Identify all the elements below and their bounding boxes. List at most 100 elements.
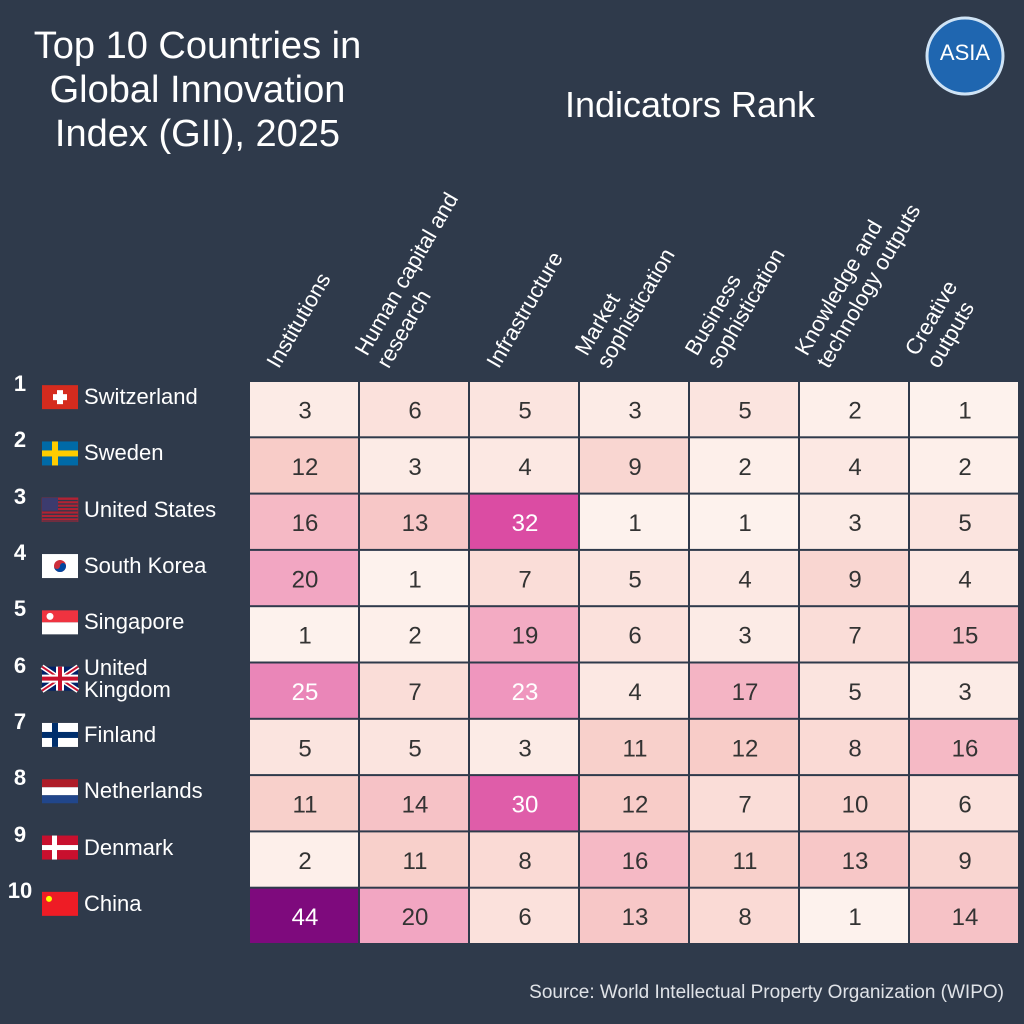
flag xyxy=(42,622,78,635)
cell-label: 3 xyxy=(628,397,641,424)
logo-badge xyxy=(925,16,1005,96)
chart-title: Top 10 Countries in Global Innovation In… xyxy=(33,25,362,155)
heat-cell xyxy=(250,776,358,831)
cell-label: 6 xyxy=(628,623,641,650)
cell-label: 20 xyxy=(292,566,319,593)
heat-cell xyxy=(690,382,798,437)
heat-cell xyxy=(360,382,468,437)
heat-cell xyxy=(470,663,578,718)
cell-label: 9 xyxy=(958,848,971,875)
heat-cell xyxy=(910,832,1018,887)
heat-cell xyxy=(580,494,688,549)
flag-icon xyxy=(42,385,78,410)
flag-icon xyxy=(42,722,78,747)
logo-text: ASIA xyxy=(940,40,990,65)
heat-cell xyxy=(470,888,578,943)
cell-label: 16 xyxy=(622,848,649,875)
cell-label: 3 xyxy=(298,397,311,424)
rank-label: 2 xyxy=(13,427,27,453)
heat-cell xyxy=(800,663,908,718)
heat-cell xyxy=(250,494,358,549)
flag xyxy=(42,518,78,521)
heat-cell xyxy=(470,382,578,437)
heat-cell xyxy=(250,832,358,887)
heat-cell xyxy=(360,719,468,775)
flag xyxy=(42,779,78,788)
row-label: Netherlands xyxy=(84,778,203,804)
heat-cell xyxy=(360,832,468,887)
flag xyxy=(42,845,78,851)
flag xyxy=(42,891,78,916)
cell-label: 11 xyxy=(403,848,428,875)
heat-cell xyxy=(690,719,798,775)
flag xyxy=(46,612,54,620)
rank-label: 5 xyxy=(13,596,27,622)
cell-label: 23 xyxy=(512,679,539,706)
cell-label: 32 xyxy=(512,510,539,537)
cell-label: 16 xyxy=(952,735,979,762)
heat-cell xyxy=(580,776,688,831)
cell-label: 1 xyxy=(408,566,421,593)
heat-cell xyxy=(800,776,908,831)
cell-label: 2 xyxy=(958,454,971,481)
heat-cell xyxy=(250,607,358,662)
cell-label: 10 xyxy=(842,792,869,819)
heat-cell xyxy=(910,438,1018,493)
row-label: South Korea xyxy=(84,553,207,579)
cell-label: 5 xyxy=(518,397,531,424)
flag xyxy=(53,394,67,401)
flag xyxy=(42,666,78,691)
rank-label: 6 xyxy=(13,652,27,678)
row-label: Finland xyxy=(84,721,157,747)
flag xyxy=(42,514,78,518)
flag xyxy=(54,563,66,573)
heat-cell xyxy=(910,888,1018,943)
flag xyxy=(46,895,52,902)
heat-cell xyxy=(690,494,798,549)
heat-cell xyxy=(800,888,908,943)
cell-label: 1 xyxy=(628,510,641,537)
row-label: Denmark xyxy=(84,834,174,860)
rank-label: 4 xyxy=(13,540,27,566)
flag xyxy=(42,511,78,514)
heat-cell xyxy=(250,663,358,718)
cell-label: 3 xyxy=(518,735,531,762)
heat-cell xyxy=(800,382,908,437)
cell-label: 19 xyxy=(512,623,539,650)
flag xyxy=(42,450,78,457)
heat-cell xyxy=(800,607,908,662)
cell-label: 4 xyxy=(848,454,861,481)
cell-label: 3 xyxy=(408,454,421,481)
heat-cell xyxy=(580,550,688,606)
flag-icon xyxy=(40,664,80,693)
heat-cell xyxy=(690,438,798,493)
cell-label: 13 xyxy=(402,510,429,537)
heat-cell xyxy=(470,550,578,606)
cell-label: 7 xyxy=(848,623,861,650)
heat-cell xyxy=(360,438,468,493)
rank-label: 8 xyxy=(13,765,27,791)
flag xyxy=(42,731,78,738)
heat-cell xyxy=(360,663,468,718)
cell-label: 44 xyxy=(292,904,319,931)
heat-cell xyxy=(690,663,798,718)
heat-cell xyxy=(360,550,468,606)
row-label: Sweden xyxy=(84,440,164,466)
flag-icon xyxy=(42,835,78,860)
cell-label: 8 xyxy=(738,904,751,931)
heat-cell xyxy=(250,382,358,437)
cell-label: 2 xyxy=(408,623,421,650)
heat-cell xyxy=(910,494,1018,549)
cell-label: 20 xyxy=(402,904,429,931)
cell-label: 5 xyxy=(298,735,311,762)
cell-label: 1 xyxy=(298,623,311,650)
heat-cell xyxy=(580,382,688,437)
source-note: Source: World Intellectual Property Orga… xyxy=(529,982,1004,1003)
flag-icon xyxy=(42,779,78,804)
rank-label: 10 xyxy=(7,877,33,903)
flag-icon xyxy=(42,610,78,635)
cell-label: 3 xyxy=(738,623,751,650)
heat-cell xyxy=(250,719,358,775)
cell-label: 25 xyxy=(292,679,319,706)
